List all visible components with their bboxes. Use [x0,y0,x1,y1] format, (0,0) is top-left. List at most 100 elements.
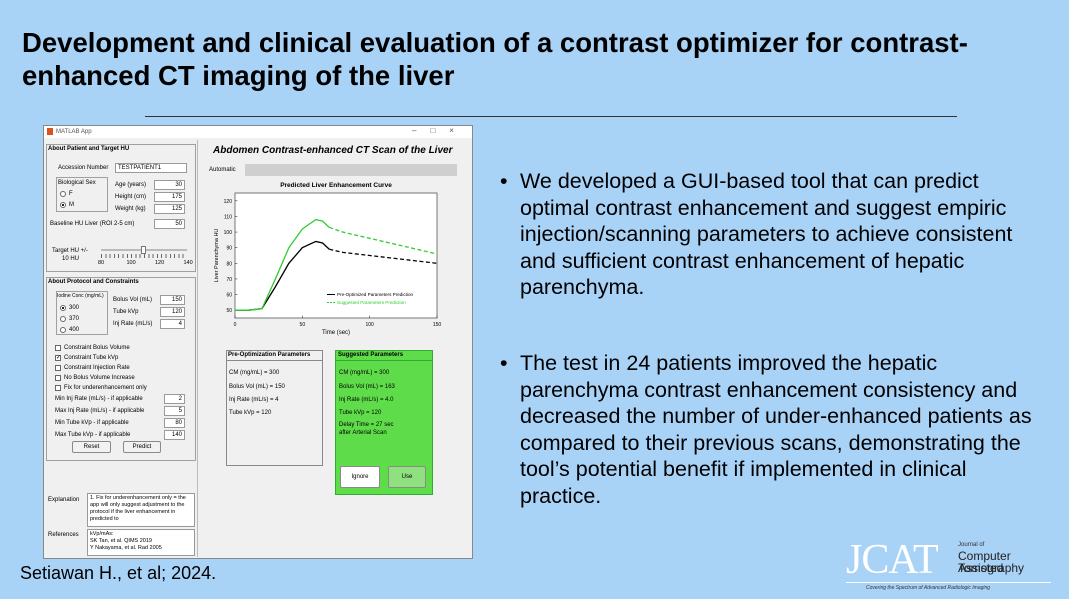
logo-text: Tomography [958,561,1025,575]
logo-text: Journal of [958,542,985,548]
checkbox-label: Constraint Tube kVp [64,355,119,361]
panel-title: About Protocol and Constraints [48,279,139,285]
y-axis-label: Liver Parenchyma HU [214,229,220,283]
numeric-field[interactable]: 4 [160,319,185,329]
x-tick-label: 50 [300,322,306,328]
checkbox[interactable] [55,345,61,351]
radio-label: 400 [69,327,80,333]
radio-label: M [69,202,74,208]
tab-strip [205,164,457,176]
slider-thumb[interactable] [141,246,146,254]
y-tick-label: 90 [226,246,232,252]
x-tick-label: 100 [365,322,374,328]
numeric-field[interactable]: 175 [154,192,185,202]
legend-label: Suggested Parameters Prediction [337,300,406,305]
checkbox[interactable] [55,375,61,381]
field-label: Tube kVp [113,309,139,315]
slider-tick-label: 100 [126,260,136,266]
references-box[interactable]: kVp/mAs: SK Tan, et al. QIMS 2019 Y Naka… [87,529,195,556]
bullet: The test in 24 patients improved the hep… [500,350,1050,509]
radio[interactable] [60,191,66,197]
field-label: Min Tube kVp - if applicable [55,420,129,426]
use-button[interactable]: Use [388,466,426,488]
parameter: Tube kVp = 120 [229,410,272,416]
y-tick-label: 110 [224,214,232,220]
parameter: CM (mg/mL) = 300 [339,370,390,376]
sex-group [56,177,108,212]
parameter: Bolus Vol (mL) = 150 [229,384,285,390]
text-field[interactable]: TESTPATIENT1 [115,163,187,173]
radio-label: F [69,191,73,197]
field-label: Inj Rate (mL/s) [113,321,153,327]
numeric-field[interactable]: 125 [154,204,185,214]
numeric-field[interactable]: 30 [154,180,185,190]
iodine-group [56,291,108,335]
numeric-field[interactable]: 150 [160,295,185,305]
explanation-text[interactable]: 1. Fix for underenhancement only = the a… [87,493,195,527]
y-tick-label: 100 [224,230,233,236]
field-label: Height (cm) [115,194,147,200]
field-label: Min Inj Rate (mL/s) - if applicable [55,396,143,402]
radio[interactable] [60,305,66,311]
reset-button[interactable]: Reset [72,441,111,453]
checkbox-label: Constraint Injection Rate [64,365,130,371]
numeric-field[interactable]: 2 [164,394,185,404]
divider [336,360,432,361]
box-title: Suggested Parameters [338,352,404,358]
slider-ticks [101,254,187,258]
patient-panel [46,144,196,272]
field-label: 10 HU [62,256,80,262]
x-axis-label: Time (sec) [322,330,350,336]
numeric-field[interactable]: 140 [164,430,185,440]
tab[interactable] [205,164,245,176]
numeric-field[interactable]: 5 [164,406,185,416]
y-tick-label: 120 [224,199,233,205]
field-label: Baseline HU Liver (ROI 2-5 cm) [50,221,135,227]
plot-frame [234,192,438,319]
title-bar [44,126,472,138]
checkbox-label: No Bolus Volume Increase [64,375,135,381]
numeric-field[interactable]: 120 [160,307,185,317]
numeric-field[interactable]: 50 [154,219,185,229]
tab-label: Automatic [209,167,236,173]
slider-tick-label: 120 [155,260,165,266]
app-header: Abdomen Contrast-enhanced CT Scan of the… [213,145,453,156]
curve [329,248,438,264]
ignore-button[interactable]: Ignore [340,466,380,488]
predict-button[interactable]: Predict [123,441,161,453]
group-label: Biological Sex [58,180,96,186]
logo-mark: JCAT [846,537,939,583]
field-label: Max Tube kVp - if applicable [55,432,131,438]
radio[interactable] [60,202,66,208]
bullet: We developed a GUI-based tool that can p… [500,168,1050,301]
radio[interactable] [60,327,66,333]
journal-logo: JCAT Journal of Computer Assisted Tomogr… [846,538,1056,596]
field-label: References [48,532,79,538]
checkbox[interactable]: ✓ [55,355,62,361]
radio[interactable] [60,316,66,322]
radio-label: 370 [69,316,80,322]
pre-box [226,350,323,466]
field-label: Bolus Vol (mL) [113,297,153,303]
parameter: Delay Time = 27 sec after Arterial Scan [339,422,394,436]
x-tick-label: 0 [234,322,237,328]
numeric-field[interactable]: 80 [164,418,185,428]
curve [329,226,438,255]
y-tick-label: 80 [226,261,232,267]
parameter: CM (mg/mL) = 300 [229,370,280,376]
reference: kVp/mAs: [90,531,114,537]
box-title: Pre-Optimization Parameters [228,352,311,358]
checkbox[interactable] [55,385,61,391]
logo-tagline: Covering the Spectrum of Advanced Radiol… [866,585,991,591]
window-controls[interactable]: –□× [412,126,468,135]
parameter: Tube kVp = 120 [339,410,382,416]
x-tick-label: 150 [433,322,442,328]
field-label: Age (years) [115,182,147,188]
panel-title: About Patient and Target HU [48,146,130,152]
parameter: Inj Rate (mL/s) = 4 [229,397,279,403]
protocol-panel [46,277,196,461]
checkbox[interactable] [55,365,61,371]
logo-text: Computer Assisted [958,549,1011,575]
checkbox-label: Constraint Bolus Volume [64,345,130,351]
